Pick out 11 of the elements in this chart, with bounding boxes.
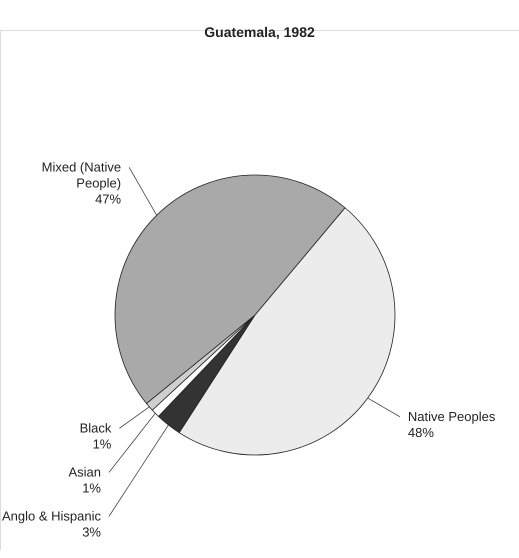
data-label: 3% — [82, 524, 102, 540]
data-label: 47% — [95, 191, 122, 206]
data-label: 1% — [82, 480, 102, 496]
slice-label: Black — [80, 420, 112, 436]
slice-label: Anglo & Hispanic — [2, 508, 102, 524]
chart-title: Guatemala, 1982 — [204, 24, 315, 40]
data-label: 1% — [92, 436, 112, 452]
slice-label: Asian — [68, 464, 101, 480]
slice-label: Native Peoples — [408, 408, 496, 424]
data-label: 48% — [408, 424, 434, 440]
slice-label: Mixed (Native People) — [42, 159, 122, 190]
